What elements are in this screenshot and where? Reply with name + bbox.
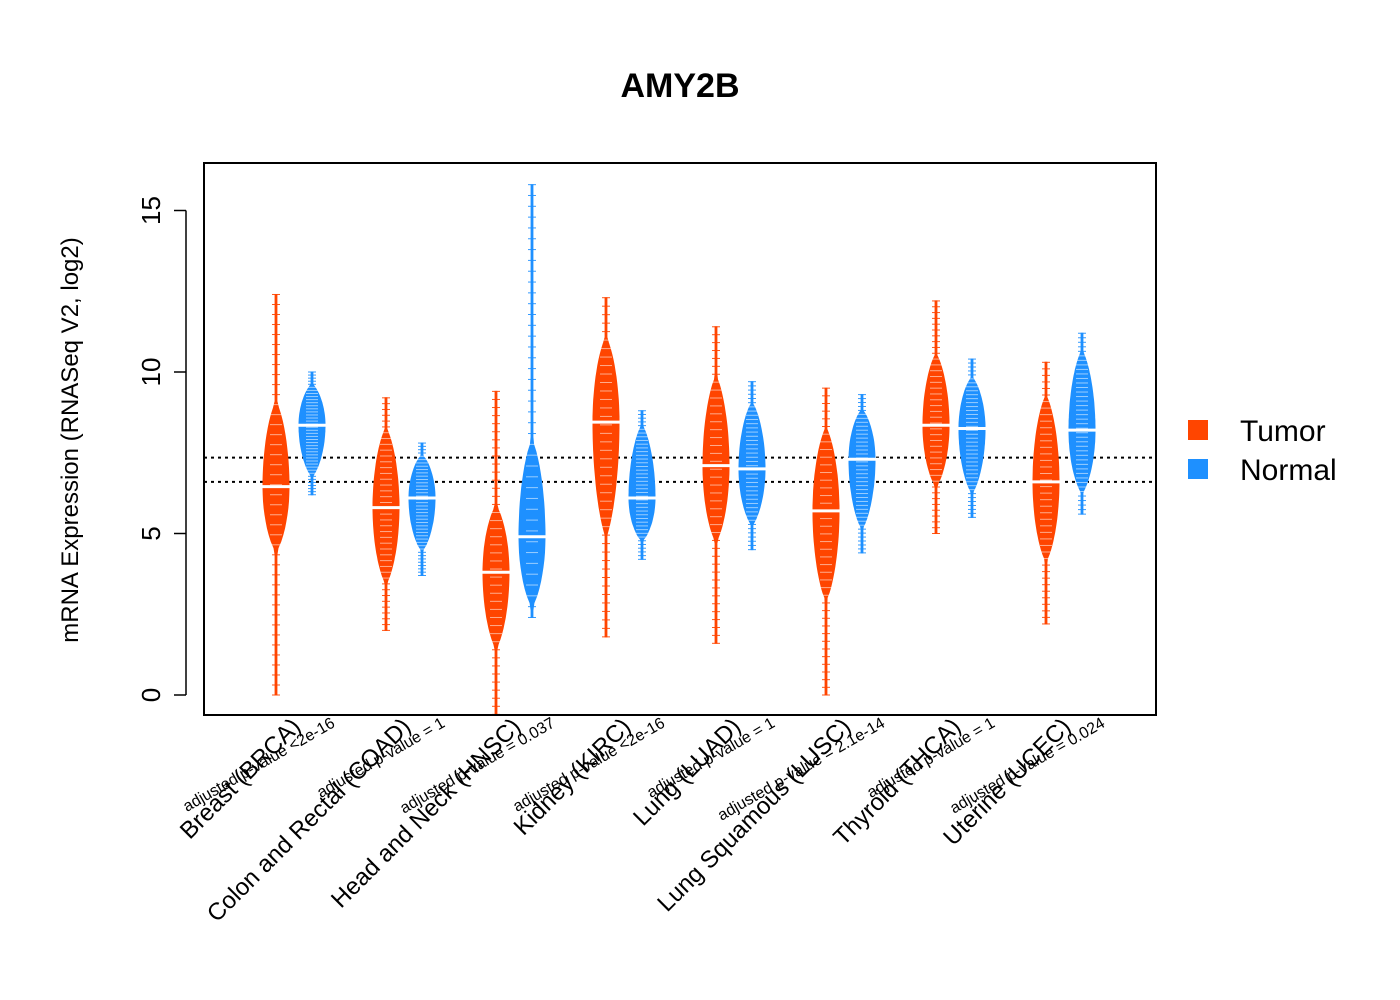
y-tick-label: 10 bbox=[136, 358, 166, 387]
y-axis-label: mRNA Expression (RNASeq V2, log2) bbox=[57, 237, 84, 643]
y-tick-label: 5 bbox=[136, 526, 166, 540]
y-tick-label: 15 bbox=[136, 196, 166, 225]
tumor-violin-6 bbox=[807, 387, 845, 696]
legend-label-tumor: Tumor bbox=[1240, 415, 1326, 448]
tumor-violin-3 bbox=[477, 390, 515, 715]
y-axis: 0 5 10 15 bbox=[136, 196, 187, 702]
plot-area bbox=[204, 184, 1156, 715]
category-label: Lung Squamous (LUSC) bbox=[652, 713, 856, 917]
legend-swatch-normal bbox=[1188, 459, 1208, 479]
normal-violin-7 bbox=[953, 358, 991, 518]
normal-violin-5 bbox=[733, 381, 771, 551]
plot-frame bbox=[203, 162, 1157, 716]
normal-violin-4 bbox=[623, 410, 661, 560]
normal-violin-8 bbox=[1063, 332, 1101, 515]
tumor-violin-5 bbox=[697, 326, 735, 644]
normal-violin-3 bbox=[513, 184, 551, 618]
chart-title: AMY2B bbox=[620, 67, 739, 105]
normal-violin-2 bbox=[403, 442, 441, 576]
category-label: Head and Neck (HNSC) bbox=[326, 713, 526, 913]
tumor-violin-2 bbox=[367, 397, 405, 631]
tumor-violin-1 bbox=[257, 293, 295, 696]
legend: Tumor Normal bbox=[1188, 415, 1337, 487]
legend-swatch-tumor bbox=[1188, 420, 1208, 440]
normal-violin-6 bbox=[843, 394, 881, 554]
y-tick-label: 0 bbox=[136, 688, 166, 702]
normal-violin-1 bbox=[293, 371, 331, 496]
tumor-violin-7 bbox=[917, 300, 955, 534]
x-axis-labels: Breast (BRCA)adjusted p-value <2e-16Colo… bbox=[175, 713, 1108, 927]
tumor-violin-4 bbox=[587, 297, 625, 638]
legend-label-normal: Normal bbox=[1240, 454, 1337, 487]
tumor-violin-8 bbox=[1027, 361, 1065, 625]
